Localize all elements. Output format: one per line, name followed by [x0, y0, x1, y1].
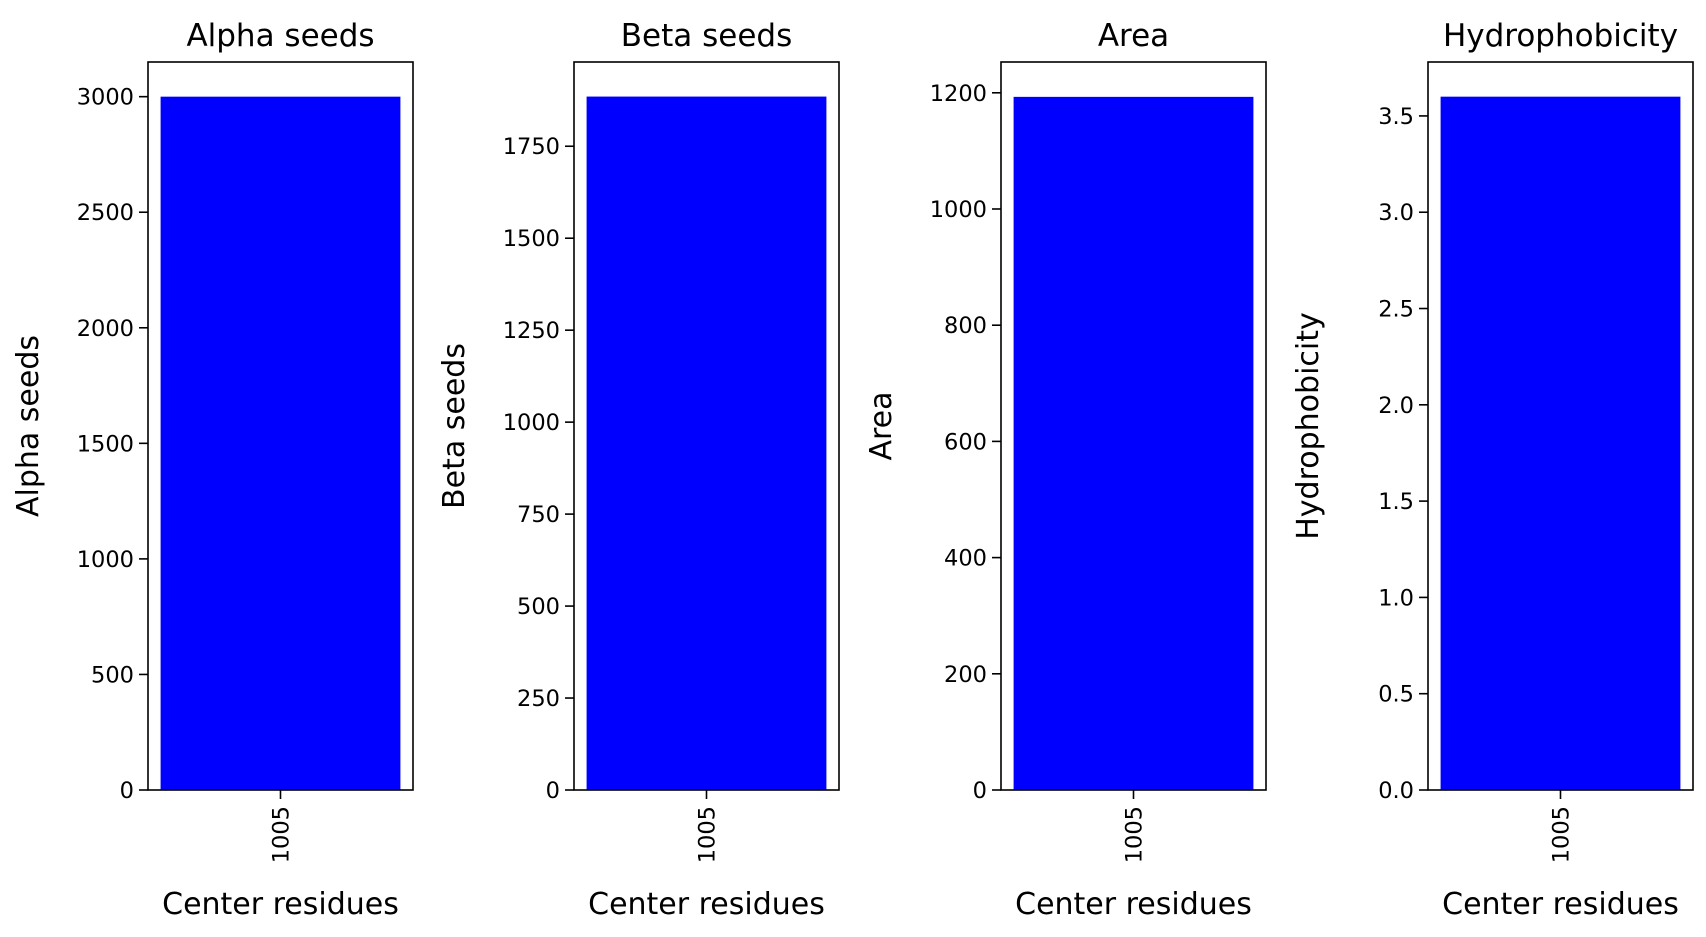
y-tick-label: 1750	[503, 134, 560, 160]
chart-title: Hydrophobicity	[1443, 18, 1678, 54]
y-tick-label: 2000	[77, 316, 134, 342]
y-tick-label: 500	[91, 662, 134, 688]
y-tick-label: 3.0	[1378, 200, 1414, 226]
bar-1	[1440, 96, 1681, 790]
y-tick-label: 1.5	[1378, 489, 1414, 515]
chart-title: Beta seeds	[621, 18, 792, 54]
x-axis-label: Center residues	[162, 887, 399, 922]
bar-1	[160, 96, 401, 790]
y-tick-label: 1.0	[1378, 585, 1414, 611]
y-tick-label: 0	[973, 778, 987, 804]
y-axis-label: Alpha seeds	[11, 335, 46, 517]
bar-1	[586, 96, 827, 790]
y-tick-label: 200	[944, 662, 987, 688]
y-tick-label: 1000	[503, 410, 560, 436]
y-tick-label: 750	[517, 502, 560, 528]
x-tick-label: 1005	[1549, 806, 1575, 863]
y-tick-label: 0	[120, 778, 134, 804]
bar-1	[1013, 96, 1254, 790]
y-tick-label: 1200	[930, 81, 987, 107]
y-tick-label: 1500	[503, 226, 560, 252]
y-tick-label: 1500	[77, 431, 134, 457]
y-tick-label: 2.5	[1378, 297, 1414, 323]
y-tick-label: 1000	[930, 197, 987, 223]
chart-panel-1: 0 500 1000 1500 2000 2500 3000 1005 Alpha seeds C…	[11, 18, 414, 922]
y-tick-label: 500	[517, 594, 560, 620]
y-axis-label: Beta seeds	[437, 343, 472, 509]
chart-panel-2: 0 250 500 750 1000 1250 1500 1750 1005 Beta seeds…	[437, 18, 840, 922]
x-axis-label: Center residues	[588, 887, 825, 922]
y-tick-label: 1250	[503, 318, 560, 344]
y-tick-label: 2500	[77, 200, 134, 226]
x-tick-label: 1005	[695, 806, 721, 863]
chart-title: Area	[1098, 18, 1169, 54]
chart-panel-3: 0 200 400 600 800 1000 1200 1005 Area Center resi…	[864, 18, 1267, 922]
x-axis-label: Center residues	[1015, 887, 1252, 922]
y-tick-label: 400	[944, 546, 987, 572]
y-tick-label: 800	[944, 313, 987, 339]
y-tick-label: 0.5	[1378, 682, 1414, 708]
chart-title: Alpha seeds	[186, 18, 374, 54]
y-tick-label: 2.0	[1378, 393, 1414, 419]
y-tick-label: 1000	[77, 547, 134, 573]
chart-panel-4: 0.0 0.5 1.0 1.5 2.0 2.5 3.0 3.5 1005 Hydrophobici…	[1291, 18, 1694, 922]
y-tick-label: 0.0	[1378, 778, 1414, 804]
y-tick-label: 3000	[77, 85, 134, 111]
y-axis-label: Area	[864, 391, 899, 460]
y-tick-label: 3.5	[1378, 104, 1414, 130]
y-tick-label: 250	[517, 686, 560, 712]
x-axis-label: Center residues	[1442, 887, 1679, 922]
y-axis-label: Hydrophobicity	[1291, 312, 1326, 540]
y-tick-label: 600	[944, 429, 987, 455]
y-tick-label: 0	[546, 778, 560, 804]
x-tick-label: 1005	[1122, 806, 1148, 863]
x-tick-label: 1005	[269, 806, 295, 863]
